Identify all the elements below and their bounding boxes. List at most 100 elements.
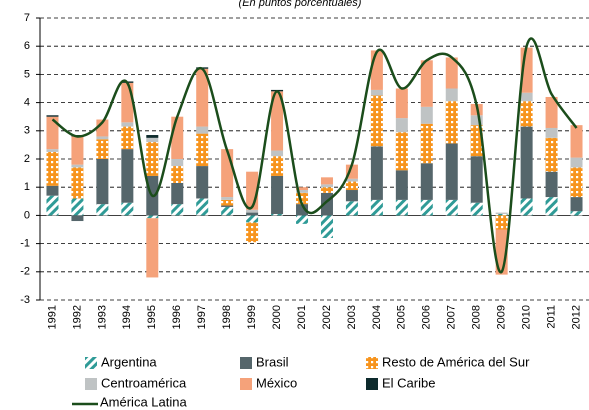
bar-segment <box>420 163 433 200</box>
bar-segment <box>420 199 433 216</box>
x-tick-label: 1993 <box>96 305 108 329</box>
bar-segment <box>445 199 458 216</box>
x-tick-label: 2003 <box>346 305 358 329</box>
bar-segment <box>121 149 134 203</box>
x-tick-label: 2005 <box>396 305 408 329</box>
bar-segment <box>296 187 309 191</box>
y-tick-label: 0 <box>24 209 30 221</box>
x-tick-label: 1997 <box>196 305 208 329</box>
bar-segment <box>196 166 209 199</box>
bar-segment <box>196 198 209 216</box>
legend-swatch <box>366 357 378 369</box>
bar-segment <box>271 175 284 214</box>
bar-segment <box>570 211 583 216</box>
bar-segment <box>196 68 209 127</box>
bar-segment <box>520 126 533 199</box>
y-tick-label: 7 <box>24 12 30 24</box>
bar-segment <box>46 115 59 117</box>
bar-segment <box>470 202 483 216</box>
bar-segment <box>46 185 59 196</box>
bar-segment <box>271 213 284 216</box>
x-tick-label: 2002 <box>321 305 333 329</box>
bar-segment <box>520 92 533 102</box>
bar-segment <box>345 181 358 191</box>
bar-segment <box>71 198 84 216</box>
bar-segment <box>545 137 558 172</box>
bar-segment <box>570 167 583 198</box>
bar-segment <box>146 142 159 176</box>
y-tick-label: -3 <box>20 294 30 306</box>
bar-segment <box>296 215 309 224</box>
bar-segment <box>221 205 234 207</box>
bar-segment <box>320 215 333 238</box>
x-tick-label: 1991 <box>46 305 58 329</box>
x-tick-label: 1995 <box>146 305 158 329</box>
bar-segment <box>221 149 234 198</box>
bar-segment <box>196 126 209 134</box>
bar-segment <box>370 146 383 200</box>
bar-segment <box>146 215 159 219</box>
x-tick-label: 2001 <box>296 305 308 329</box>
bar-segment <box>445 143 458 200</box>
legend-swatch <box>366 378 378 390</box>
legend-label: Brasil <box>256 354 289 369</box>
bar-segment <box>221 199 234 206</box>
x-tick-label: 1996 <box>171 305 183 329</box>
x-tick-label: 2000 <box>271 305 283 329</box>
bar-segment <box>520 198 533 216</box>
legend-label: Argentina <box>101 354 157 369</box>
x-tick-label: 2006 <box>421 305 433 329</box>
x-tick-label: 2011 <box>545 305 557 329</box>
line <box>51 37 578 274</box>
bar-segment <box>271 156 284 176</box>
bar-segment <box>196 133 209 167</box>
y-tick-label: 2 <box>24 153 30 165</box>
bar-segment <box>96 159 109 205</box>
y-tick-label: 4 <box>24 97 30 109</box>
bar-segment <box>271 91 284 151</box>
y-tick-label: -2 <box>20 266 30 278</box>
x-tick-label: 2004 <box>371 305 383 329</box>
y-tick-label: -1 <box>20 238 30 250</box>
bar-segment <box>296 190 309 193</box>
x-tick-label: 1999 <box>246 305 258 329</box>
legend-swatch <box>85 357 97 369</box>
bar-segment <box>121 82 134 123</box>
x-tick-label: 2009 <box>496 305 508 329</box>
bar-segment <box>71 215 84 222</box>
x-tick-label: 2010 <box>521 305 533 329</box>
x-tick-label: 2012 <box>570 305 582 329</box>
x-tick-label: 2008 <box>471 305 483 329</box>
y-tick-label: 6 <box>24 40 30 52</box>
bar-segment <box>146 218 159 278</box>
bar-segment <box>296 204 309 216</box>
bar-segment <box>320 187 333 193</box>
bar-segment <box>46 195 59 216</box>
bar-segment <box>246 215 259 223</box>
bar-segment <box>345 178 358 182</box>
bar-segment <box>495 215 508 230</box>
bar-segment <box>420 60 433 107</box>
bar-segment <box>545 127 558 138</box>
y-tick-label: 3 <box>24 125 30 137</box>
bar-segment <box>570 197 583 212</box>
x-tick-label: 1992 <box>71 305 83 329</box>
bar-segment <box>121 122 134 127</box>
bar-segment <box>445 101 458 144</box>
legend-swatch <box>240 378 252 390</box>
bar-segment <box>470 156 483 203</box>
y-tick-label: 5 <box>24 68 30 80</box>
x-tick-label: 1998 <box>221 305 233 329</box>
bar-segment <box>420 123 433 164</box>
bar-segment <box>246 212 259 216</box>
bar-segment <box>171 182 184 205</box>
bar-segment <box>370 199 383 216</box>
legend-swatch <box>85 378 97 390</box>
bar-segment <box>420 106 433 124</box>
bar-segment <box>171 204 184 216</box>
bar-segment <box>71 136 84 165</box>
bar-segment <box>370 50 383 90</box>
bar-segment <box>320 177 333 185</box>
legend-label: Resto de América del Sur <box>382 354 530 369</box>
bar-segment <box>570 157 583 168</box>
